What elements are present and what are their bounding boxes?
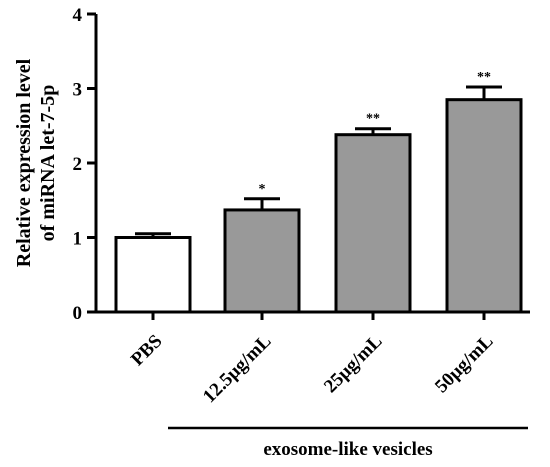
bars [114, 85, 523, 314]
significance-label: ** [366, 112, 380, 127]
group-label: exosome-like vesicles [263, 439, 432, 460]
y-axis-title-line: Relative expression level [13, 58, 35, 267]
x-tick-label: 12.5μg/mL [199, 331, 276, 408]
y-axis-title: Relative expression level of miRNA let-7-… [13, 58, 59, 267]
significance-label: ** [477, 70, 491, 85]
bar [223, 208, 301, 314]
y-tick-label: 2 [73, 154, 83, 175]
y-tick-label: 1 [73, 229, 83, 250]
x-tick-label: 25μg/mL [320, 331, 387, 398]
bar [334, 133, 412, 314]
x-tick-label: PBS [127, 331, 166, 370]
bar [114, 236, 192, 314]
y-tick-label: 0 [73, 303, 83, 324]
bar [445, 98, 523, 314]
significance-label: * [259, 182, 266, 197]
y-axis-title-line: of miRNA let-7-5p [37, 85, 59, 242]
y-tick-label: 3 [73, 80, 83, 101]
x-tick-label: 50μg/mL [431, 331, 498, 398]
y-tick-label: 4 [73, 5, 83, 26]
